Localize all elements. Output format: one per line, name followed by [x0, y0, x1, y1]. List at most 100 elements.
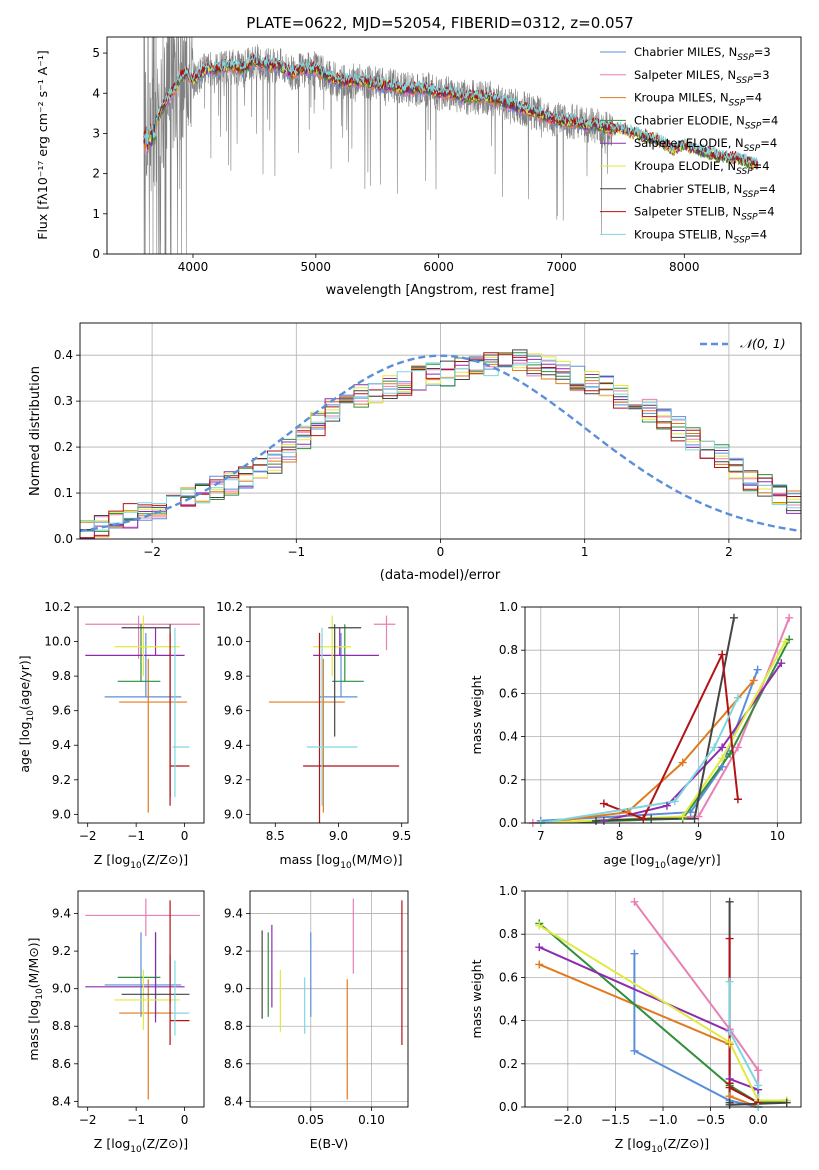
- x-tick-label: 7: [537, 829, 545, 843]
- weight-line-salpeter-miles: [633, 901, 760, 1101]
- marker-chabrier-stelib: [729, 613, 738, 622]
- y-tick-label: 0.1: [54, 486, 73, 500]
- histogram-kroupa-elodie: [80, 353, 801, 539]
- x-tick-label: −2: [79, 1113, 97, 1127]
- x-tick-label: 7000: [546, 260, 577, 274]
- weight-vs-Z-plot-area: [525, 891, 801, 1107]
- y-tick-label: 9.4: [52, 907, 71, 921]
- marker-kroupa-miles: [749, 676, 758, 685]
- x-tick-label: 9.5: [392, 829, 411, 843]
- marker-kroupa-stelib: [670, 797, 679, 806]
- x-tick-label: −1: [127, 829, 145, 843]
- residuals-axes: −2 −1 0 1 2 0.0 0.1 0.2 0.3 0.4: [54, 322, 802, 559]
- marker-kroupa-stelib: [725, 1027, 734, 1036]
- weight-line-kroupa-elodie: [538, 924, 787, 1102]
- y-tick-label: 9.0: [52, 982, 71, 996]
- x-tick-label: 0: [437, 545, 445, 559]
- weight-line-chabrier-miles: [540, 669, 759, 822]
- y-tick-label: 8.4: [224, 1094, 243, 1108]
- x-tick-label: 2: [725, 545, 733, 559]
- axes-frame: [524, 890, 802, 1108]
- marker-salpeter-miles: [754, 1066, 763, 1075]
- y-tick-label: 0.2: [499, 773, 518, 787]
- x-tick-label: 9: [695, 829, 703, 843]
- x-tick-label: −1.0: [648, 1113, 677, 1127]
- marker-salpeter-stelib: [725, 934, 734, 943]
- marker-chabrier-stelib: [591, 816, 600, 825]
- y-tick-label: 9.2: [52, 944, 71, 958]
- y-tick-label: 8.8: [224, 1019, 243, 1033]
- weight-line-salpeter-elodie: [538, 946, 759, 1091]
- observed-spectrum: [143, 37, 614, 254]
- axes-frame: [524, 606, 802, 824]
- weight-line-kroupa-miles: [538, 963, 759, 1107]
- y-tick-label: 9.2: [224, 773, 243, 787]
- y-axis-label: Normed distribution: [28, 366, 43, 496]
- marker-salpeter-stelib: [733, 795, 742, 804]
- y-tick-label: 3: [92, 126, 100, 140]
- mass-vs-Z-axes: −2 −1 0 8.4 8.6 8.8 9.0 9.2 9.4: [52, 890, 205, 1127]
- y-tick-label: 0.6: [499, 970, 518, 984]
- weight-line-kroupa-stelib: [728, 981, 760, 1107]
- marker-chabrier-elodie: [726, 749, 735, 758]
- y-tick-label: 0: [92, 247, 100, 261]
- x-tick-label: −1: [127, 1113, 145, 1127]
- y-tick-label: 10.2: [44, 600, 71, 614]
- x-tick-label: 10: [770, 829, 785, 843]
- axes-frame: [79, 322, 802, 540]
- legend-label: Kroupa ELODIE, NSSP=4: [634, 159, 770, 177]
- y-axis-label: age [log10(age/yr)]: [17, 655, 36, 772]
- x-tick-label: 9.0: [329, 829, 348, 843]
- x-tick-label: −1: [287, 545, 305, 559]
- x-axis-label: Z [log10(Z/Z⊙)]: [615, 1136, 709, 1155]
- marker-chabrier-miles: [630, 949, 639, 958]
- legend-label: Kroupa MILES, NSSP=4: [634, 91, 762, 109]
- mass-vs-ebv-axes: 0.05 0.10 8.4 8.6 8.8 9.0 9.2 9.4: [224, 890, 409, 1127]
- marker-salpeter-miles: [785, 613, 794, 622]
- marker-salpeter-stelib: [599, 799, 608, 808]
- marker-chabrier-miles: [630, 1046, 639, 1055]
- legend-label: Kroupa STELIB, NSSP=4: [634, 227, 767, 245]
- age-vs-mass-axes: 8.5 9.0 9.5 9.0 9.2 9.4 9.6 9.8 10.0 10.2: [216, 600, 411, 843]
- age-vs-Z-plot-area: [85, 615, 201, 813]
- y-tick-label: 4: [92, 86, 100, 100]
- y-tick-label: 0.3: [54, 394, 73, 408]
- y-tick-label: 9.8: [52, 669, 71, 683]
- x-axis-label: age [log10(age/yr)]: [603, 852, 720, 871]
- weight-line-salpeter-stelib: [603, 650, 739, 820]
- y-tick-label: 10.0: [216, 635, 243, 649]
- y-tick-label: 0.4: [54, 348, 73, 362]
- marker-chabrier-stelib: [725, 897, 734, 906]
- y-tick-label: 9.6: [52, 704, 71, 718]
- y-tick-label: 10.2: [216, 600, 243, 614]
- marker-chabrier-stelib: [782, 1098, 791, 1107]
- spectrum-plot-area: [143, 37, 759, 254]
- y-tick-label: 0.8: [499, 927, 518, 941]
- x-tick-label: 8.5: [266, 829, 285, 843]
- y-axis-label: mass weight: [469, 675, 484, 754]
- legend-label: Chabrier MILES, NSSP=3: [634, 45, 771, 63]
- marker-salpeter-miles: [733, 743, 742, 752]
- y-tick-label: 9.2: [52, 773, 71, 787]
- weight-line-kroupa-stelib: [540, 697, 739, 823]
- y-tick-label: 1.0: [499, 884, 518, 898]
- y-tick-label: 1.0: [499, 600, 518, 614]
- marker-kroupa-elodie: [725, 1038, 734, 1047]
- marker-salpeter-stelib: [725, 1083, 734, 1092]
- axes-frame: [106, 36, 802, 255]
- weight-line-salpeter-miles: [532, 617, 791, 823]
- marker-salpeter-elodie: [777, 659, 786, 668]
- spectrum-axes: 4000 5000 6000 7000 8000 0 1 2 3 4 5: [92, 36, 802, 274]
- weight-line-kroupa-elodie: [540, 641, 787, 823]
- marker-chabrier-stelib: [690, 814, 699, 823]
- y-tick-label: 0.2: [54, 440, 73, 454]
- x-axis-label: mass [log10(M/M⊙)]: [279, 852, 402, 871]
- y-tick-label: 0.0: [499, 1100, 518, 1114]
- marker-kroupa-miles: [623, 808, 632, 817]
- mass-vs-Z-plot-area: [85, 898, 201, 1100]
- x-tick-label: −0.5: [696, 1113, 725, 1127]
- y-axis-label: Flux [fλ10⁻¹⁷ erg cm⁻² s⁻¹ A⁻¹]: [35, 50, 50, 239]
- marker-kroupa-elodie: [781, 637, 790, 646]
- weight-vs-age-plot-area: [525, 607, 801, 823]
